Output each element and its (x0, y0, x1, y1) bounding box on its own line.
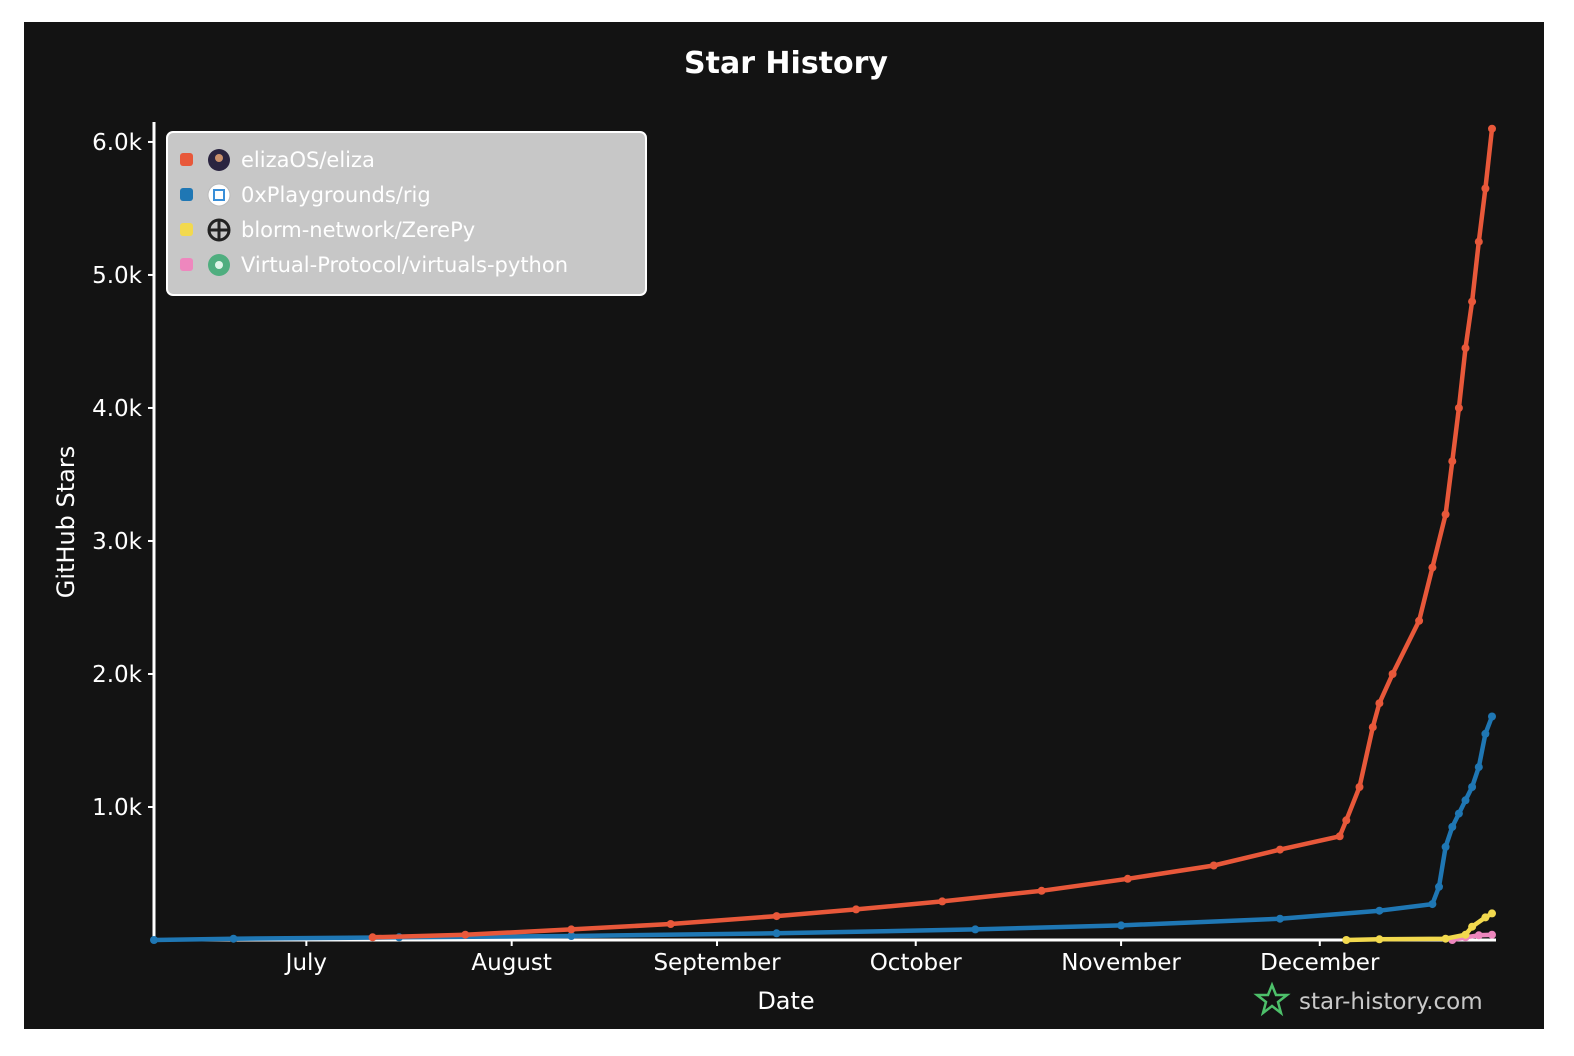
legend-item: elizaOS/eliza (180, 148, 375, 172)
data-point (772, 912, 781, 921)
star-logo-icon (1253, 981, 1291, 1017)
data-point (1375, 906, 1384, 915)
rig-icon (207, 183, 231, 207)
x-tick-label: October (870, 950, 963, 976)
data-point (1474, 763, 1483, 772)
data-point (150, 936, 158, 944)
data-point (1276, 845, 1284, 854)
data-point (772, 929, 781, 938)
x-tick-label: August (471, 950, 552, 976)
data-point (1468, 922, 1477, 931)
series-group (150, 124, 1496, 944)
data-point (1428, 563, 1437, 572)
data-point (852, 905, 861, 914)
data-point (938, 897, 947, 906)
data-point (1375, 935, 1384, 944)
data-point (1481, 729, 1490, 738)
data-point (1448, 822, 1457, 831)
legend-swatch (180, 258, 193, 271)
data-point (567, 925, 576, 934)
axes: 1.0k 2.0k 3.0k 4.0k 5.0k 6.0k July August Septem… (92, 122, 1496, 976)
legend-label: 0xPlaygrounds/rig (241, 183, 431, 207)
x-tick-label: November (1061, 950, 1181, 976)
legend-swatch (180, 223, 193, 236)
data-point (1448, 457, 1457, 466)
x-tick-label: July (284, 950, 327, 976)
y-tick-label: 3.0k (92, 529, 143, 555)
series-2 (1342, 909, 1496, 944)
data-point (1375, 699, 1384, 708)
legend-label: elizaOS/eliza (241, 148, 375, 172)
data-point (1474, 931, 1483, 940)
x-tick-label: December (1260, 950, 1380, 976)
y-tick-label: 1.0k (92, 795, 143, 821)
data-point (1441, 842, 1450, 851)
data-point (1488, 930, 1496, 939)
virtuals-icon (208, 254, 230, 276)
data-point (1415, 616, 1424, 625)
legend: elizaOS/eliza 0xPlaygrounds/rig blorm-netw… (166, 131, 647, 296)
legend-item: 0xPlaygrounds/rig (180, 183, 431, 207)
data-point (1468, 297, 1477, 306)
data-point (1474, 237, 1483, 246)
data-point (1441, 934, 1450, 943)
data-point (1488, 124, 1496, 133)
legend-swatch (180, 188, 193, 201)
data-point (1209, 861, 1218, 870)
data-point (1117, 921, 1126, 930)
data-point (666, 920, 675, 928)
data-point (1454, 404, 1463, 412)
series-line (151, 714, 1495, 943)
chart-panel: Star History 1.0k 2.0k 3.0k 4.0k 5.0k 6.0k Jul… (24, 22, 1544, 1029)
legend-item: blorm-network/ZerePy (180, 218, 475, 242)
legend-label: Virtual-Protocol/virtuals-python (241, 253, 568, 277)
data-point (1276, 914, 1284, 923)
data-point (1488, 712, 1496, 721)
data-point (1488, 909, 1496, 918)
data-point (971, 925, 980, 934)
x-tick-label: September (653, 950, 781, 976)
data-point (229, 934, 238, 943)
y-tick-label: 5.0k (92, 263, 143, 289)
series-0 (368, 124, 1496, 942)
data-point (1481, 913, 1490, 922)
y-tick-label: 2.0k (92, 662, 143, 688)
avatar-icon (208, 149, 230, 171)
data-point (1481, 184, 1490, 193)
legend-swatch (180, 153, 193, 166)
data-point (1335, 832, 1344, 841)
legend-box (166, 131, 647, 296)
y-axis-label: GitHub Stars (52, 446, 80, 599)
watermark: star-history.com (1253, 981, 1483, 1017)
data-point (1461, 930, 1470, 939)
data-point (1468, 783, 1477, 791)
data-point (567, 932, 576, 940)
chart-title: Star History (684, 46, 888, 81)
data-point (1368, 723, 1377, 732)
series-1 (150, 712, 1496, 944)
data-point (368, 933, 377, 942)
data-point (1037, 886, 1046, 895)
data-point (1355, 783, 1364, 791)
data-point (1461, 344, 1470, 353)
star-history-chart: Star History 1.0k 2.0k 3.0k 4.0k 5.0k 6.0k Jul… (52, 46, 1496, 1017)
data-point (1342, 816, 1351, 825)
series-line (1450, 932, 1495, 943)
watermark-text: star-history.com (1299, 989, 1483, 1015)
x-axis-label: Date (757, 987, 814, 1015)
data-point (1441, 510, 1450, 519)
data-point (1428, 900, 1437, 909)
y-tick-label: 4.0k (92, 396, 143, 422)
legend-item: Virtual-Protocol/virtuals-python (180, 253, 568, 277)
zerepy-icon (207, 218, 231, 242)
data-point (1388, 670, 1397, 678)
legend-label: blorm-network/ZerePy (241, 218, 475, 242)
data-point (1454, 809, 1463, 818)
data-point (1461, 796, 1470, 805)
data-point (461, 930, 470, 939)
data-point (1123, 874, 1132, 883)
y-tick-label: 6.0k (92, 130, 143, 156)
data-point (1342, 936, 1351, 944)
data-point (1435, 882, 1443, 891)
